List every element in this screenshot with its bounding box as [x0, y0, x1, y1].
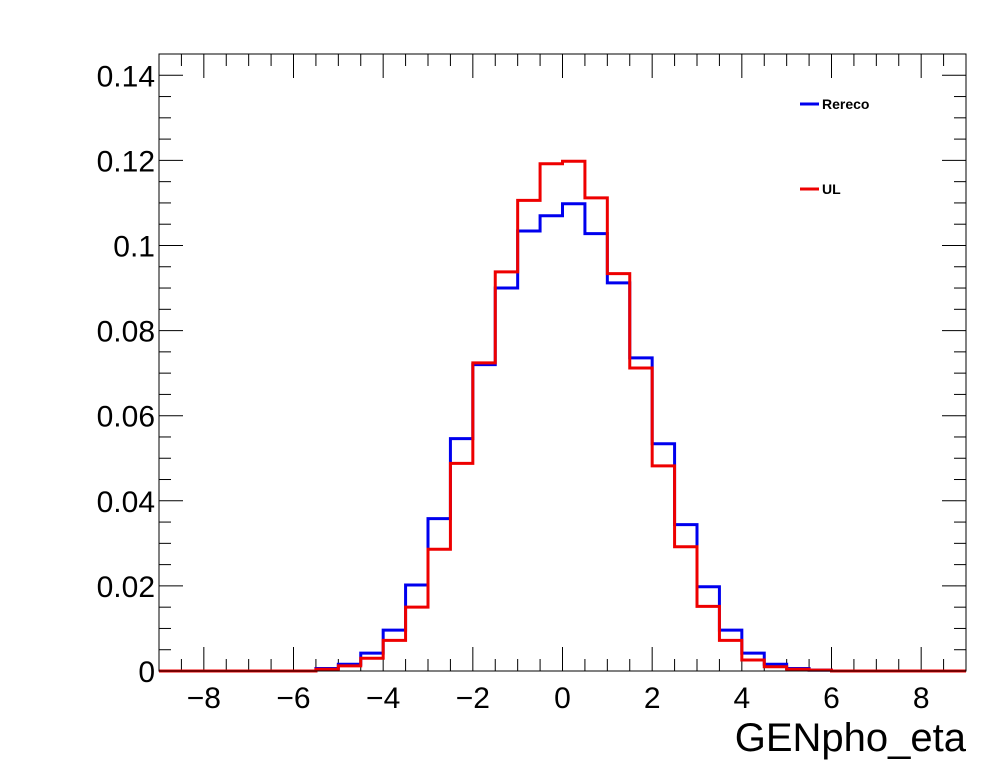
tick-labels: −8 −6 −4 −2 0 2 4 6 8 0 0.02 0.04 0.06 0.08 0.1 0.12 0.1… [97, 60, 930, 715]
y-tick-label: 0.1 [113, 230, 155, 263]
x-tick-label: 2 [644, 682, 661, 715]
x-axis-title: GENpho_eta [735, 716, 967, 760]
x-tick-label: 6 [823, 682, 840, 715]
legend: Rereco UL [800, 96, 869, 197]
y-tick-label: 0.02 [97, 571, 155, 604]
legend-entry-rereco: Rereco [800, 96, 869, 112]
histogram-line-ul [159, 159, 966, 673]
y-tick-label: 0 [138, 656, 155, 689]
legend-label: Rereco [822, 96, 869, 112]
x-tick-label: −8 [187, 682, 221, 715]
x-tick-label: 4 [733, 682, 750, 715]
legend-label: UL [822, 181, 841, 197]
x-tick-label: −2 [456, 682, 490, 715]
plot-frame [158, 53, 967, 672]
legend-entry-ul: UL [800, 181, 841, 197]
x-tick-label: −4 [366, 682, 400, 715]
x-tick-label: 0 [554, 682, 571, 715]
axis-ticks [158, 53, 967, 672]
y-tick-label: 0.08 [97, 316, 155, 349]
x-tick-label: −6 [276, 682, 310, 715]
y-tick-label: 0.04 [97, 486, 155, 519]
y-tick-label: 0.12 [97, 145, 155, 178]
histogram-series [159, 159, 966, 673]
x-tick-label: 8 [913, 682, 930, 715]
y-tick-label: 0.06 [97, 401, 155, 434]
y-tick-label: 0.14 [97, 60, 155, 93]
